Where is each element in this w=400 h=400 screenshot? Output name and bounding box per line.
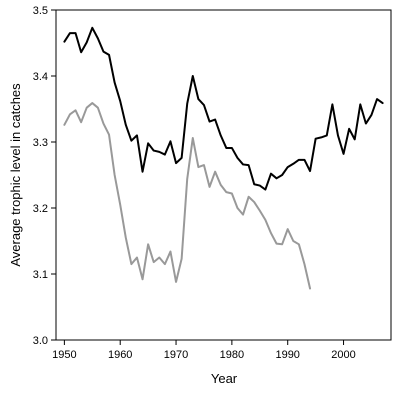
y-axis-title: Average trophic level in catches: [8, 83, 23, 267]
y-tick-label: 3.2: [33, 203, 48, 215]
y-tick-label: 3.0: [33, 335, 48, 347]
y-axis-ticks: 3.0 3.1 3.2 3.3 3.4 3.5: [33, 5, 56, 347]
x-tick-label: 1980: [220, 349, 244, 361]
x-tick-label: 1950: [52, 349, 76, 361]
y-tick-label: 3.3: [33, 137, 48, 149]
x-tick-label: 1960: [108, 349, 132, 361]
x-axis-title: Year: [211, 371, 238, 386]
series-line-2: [63, 102, 312, 290]
series-line-1: [63, 26, 384, 191]
series-layer: [63, 26, 384, 290]
plot-frame: [55, 9, 392, 341]
x-tick-label: 2000: [331, 349, 355, 361]
y-tick-label: 3.1: [33, 269, 48, 281]
y-tick-label: 3.4: [33, 71, 48, 83]
y-tick-label: 3.5: [33, 5, 48, 17]
x-axis-ticks: 1950 1960 1970 1980 1990 2000: [52, 340, 356, 361]
x-tick-label: 1990: [275, 349, 299, 361]
x-tick-label: 1970: [164, 349, 188, 361]
